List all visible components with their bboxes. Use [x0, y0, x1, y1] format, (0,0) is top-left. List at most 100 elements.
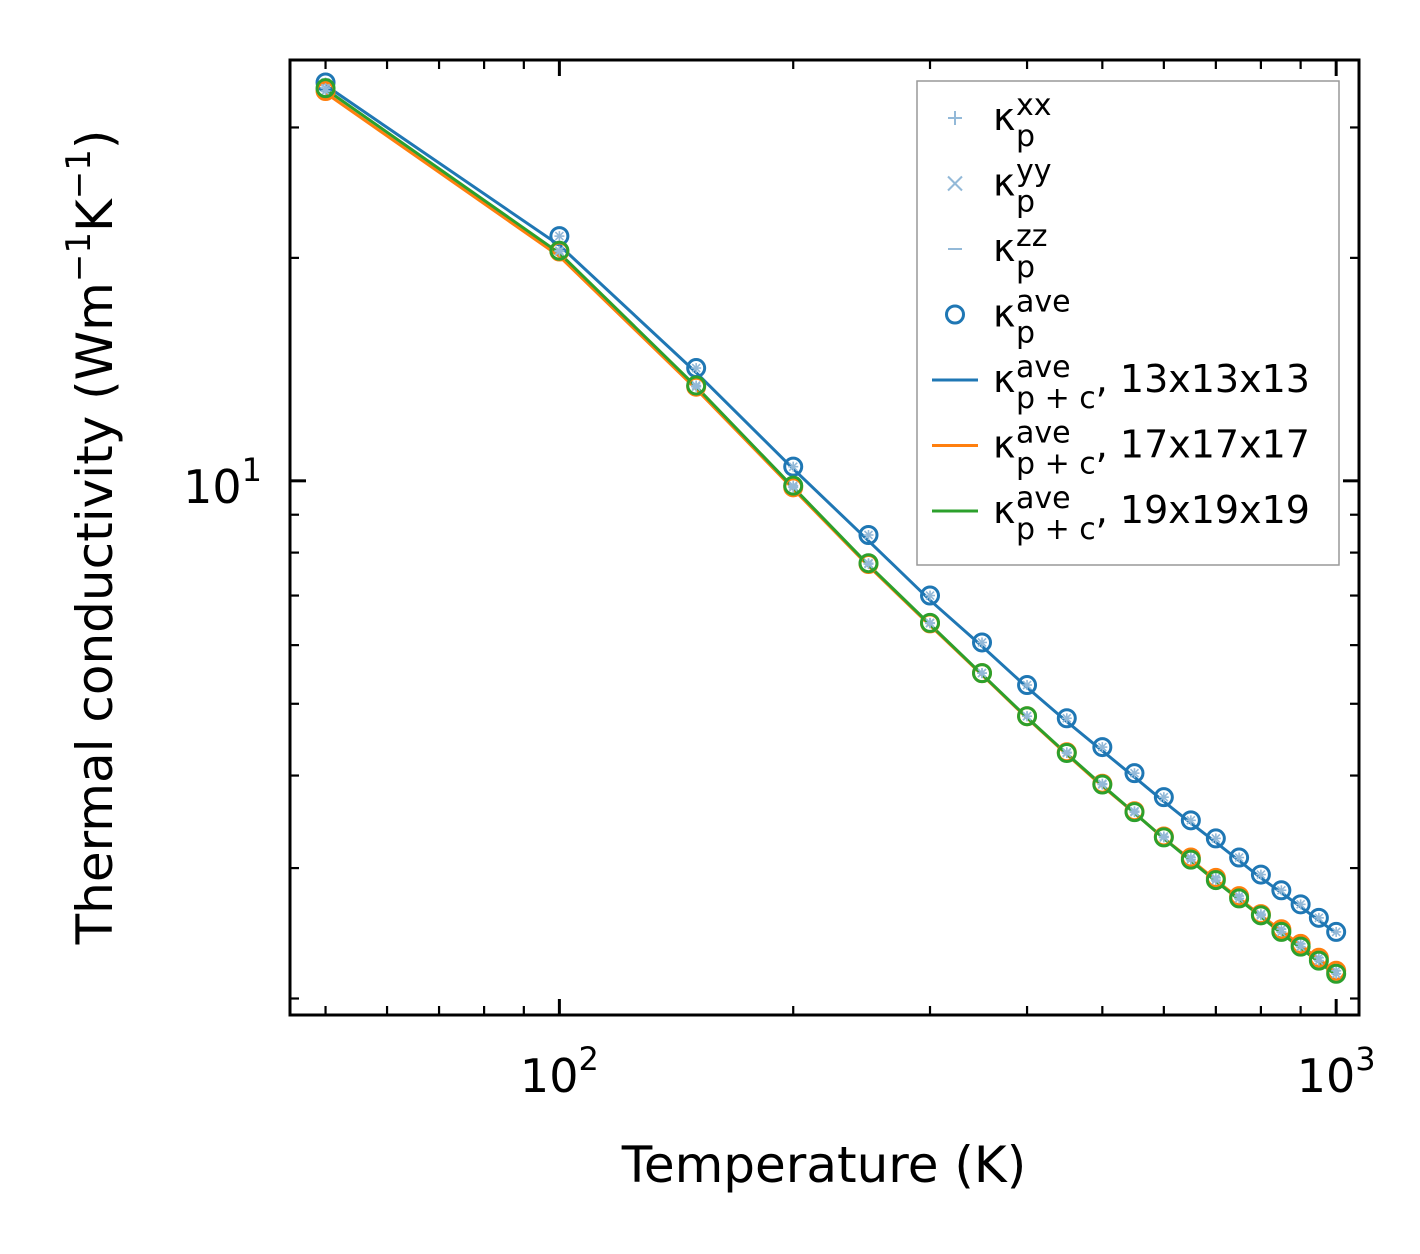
kappa-ave-marker-19x19x19 [972, 663, 993, 684]
kappa-yy-marker [1129, 768, 1140, 778]
kappa-ave-marker-13x13x13 [1017, 675, 1038, 696]
kappa-ave-marker-19x19x19 [858, 553, 879, 574]
kappa-yy-marker [1097, 779, 1107, 790]
kappa-ave-marker-13x13x13 [1326, 921, 1347, 942]
kappa-yy-marker [1097, 742, 1107, 752]
kappa-yy-marker [863, 558, 874, 568]
kappa-yy-marker [788, 481, 798, 491]
kappa-ave-marker-19x19x19 [1056, 743, 1077, 764]
kappa-ave-marker-19x19x19 [1017, 706, 1038, 727]
axes-frame [288, 58, 1361, 1017]
legend-entry-suffix: , 17x17x17 [1096, 423, 1310, 467]
kappa-yy-marker [1234, 852, 1244, 863]
legend-entry-sup: zz [1016, 219, 1048, 254]
kappa-ave-marker-13x13x13 [1153, 787, 1174, 808]
kappa-ave-marker-13x13x13 [1092, 737, 1113, 758]
y-axis-label: Thermal conductivity (Wm−1K−1) [59, 130, 124, 946]
kappa-ave-marker-13x13x13 [1229, 847, 1250, 868]
legend-box [916, 80, 1340, 566]
y-tick-label-base: 10 [183, 460, 242, 514]
legend-entry-label: κxx p [993, 88, 1052, 154]
kappa-yy-marker [1314, 913, 1324, 923]
legend-handle-circle [945, 304, 965, 325]
kappa-ave-marker-19x19x19 [1308, 950, 1329, 971]
y-axis-label-exp2: −1 [59, 149, 99, 199]
kappa-ave-marker-19x19x19 [920, 612, 941, 633]
legend-entry-label: κave p [993, 285, 1071, 351]
kappa-yy-marker [925, 590, 935, 601]
legend-entry-base: κ [993, 292, 1015, 336]
legend-entry-label: κave p + c, 17x17x17 [993, 416, 1310, 482]
x-tick-label: 102 [520, 1040, 599, 1103]
kappa-ave-marker-13x13x13 [1056, 708, 1077, 729]
kappa-ave-marker-13x13x13 [1290, 894, 1311, 915]
legend-entry-sub: p [1016, 185, 1035, 220]
kappa-ave-marker-19x19x19 [783, 475, 804, 496]
kappa-ave-marker-13x13x13 [972, 632, 993, 653]
kappa-yy-marker [1256, 910, 1266, 920]
kappa-ave-marker-19x19x19 [1290, 936, 1311, 957]
kappa-ave-marker-13x13x13 [1124, 763, 1145, 784]
legend-entry-sub: p [1016, 119, 1035, 154]
kappa-yy-marker [1211, 875, 1221, 885]
kappa-ave-marker-19x19x19 [1153, 827, 1174, 848]
kappa-yy-marker [788, 462, 798, 472]
kappa-yy-marker [1022, 711, 1032, 721]
legend-entry-base: κ [993, 226, 1015, 270]
legend-entry-sup: ave [1016, 481, 1071, 516]
legend-entry-sub: p + c [1016, 381, 1096, 416]
legend-entry-sub: p [1016, 316, 1035, 351]
legend-entry-suffix: , 13x13x13 [1096, 357, 1310, 401]
legend-entry-sup: ave [1016, 416, 1071, 451]
kappa-ave-marker-19x19x19 [1250, 905, 1271, 926]
kappa-yy-marker [1234, 893, 1244, 903]
legend-entry-sup: ave [1016, 285, 1071, 320]
legend-entry-label: κave p + c, 13x13x13 [993, 350, 1310, 416]
kappa-yy-marker [554, 246, 564, 256]
legend-entry-sub: p + c [1016, 447, 1096, 482]
kappa-yy-marker [1331, 969, 1341, 979]
legend-entry-sub: p + c [1016, 512, 1096, 547]
kappa-ave-marker-19x19x19 [1180, 849, 1201, 870]
legend-entry-label: κyy p [993, 154, 1052, 220]
kappa-ave-marker-13x13x13 [1250, 864, 1271, 885]
kappa-ave-marker-13x13x13 [1271, 880, 1292, 901]
kappa-yy-marker [1062, 748, 1072, 758]
x-tick-label-base: 10 [520, 1049, 579, 1103]
kappa-yy-marker [1129, 807, 1140, 817]
y-tick-label: 101 [183, 451, 262, 514]
kappa-yy-marker [1276, 885, 1286, 895]
legend-entry-sup: xx [1016, 88, 1052, 123]
kappa-yy-marker [977, 668, 987, 678]
kappa-yy-marker [1296, 942, 1306, 952]
legend-entry-sup: yy [1016, 154, 1052, 189]
kappa-yy-marker [1186, 815, 1196, 825]
legend-entry-base: κ [993, 488, 1015, 532]
legend-entry-label: κave p + c, 19x19x19 [993, 481, 1310, 547]
kappa-ave-marker-13x13x13 [858, 524, 879, 545]
kappa-yy-marker [1314, 956, 1324, 966]
kappa-yy-marker [863, 530, 874, 540]
kappa-yy-marker [554, 231, 564, 241]
kappa-yy-marker [977, 637, 987, 648]
kappa-yy-marker [691, 380, 701, 391]
kappa-yy-marker [1296, 899, 1306, 909]
legend-entry-base: κ [993, 161, 1015, 205]
kappa-ave-marker-13x13x13 [549, 226, 570, 247]
kappa-ave-marker-19x19x19 [1326, 963, 1347, 984]
legend-entry-suffix: , 19x19x19 [1096, 488, 1310, 532]
kappa-yy-marker [1211, 833, 1221, 843]
kappa-ave-marker-19x19x19 [315, 78, 336, 99]
x-tick-label-base: 10 [1297, 1049, 1356, 1103]
series-layer [315, 72, 1347, 984]
kappa-ave-marker-19x19x19 [1124, 802, 1145, 823]
kappa-ave-marker-13x13x13 [1308, 907, 1329, 928]
kappa-ave-marker-13x13x13 [1180, 810, 1201, 831]
kappa-ave-marker-19x19x19 [1205, 870, 1226, 891]
kappa-yy-marker [320, 83, 331, 93]
kappa-yy-marker [1186, 855, 1196, 865]
kappa-ave-marker-19x19x19 [1092, 774, 1113, 795]
legend-entry-base: κ [993, 357, 1015, 401]
